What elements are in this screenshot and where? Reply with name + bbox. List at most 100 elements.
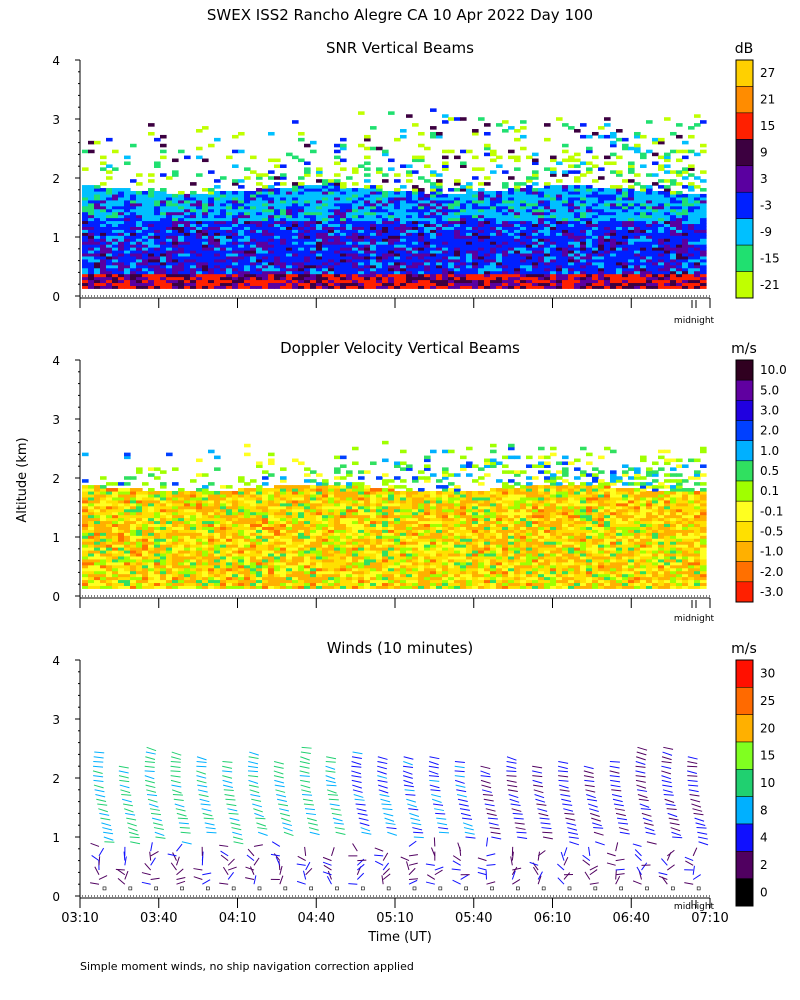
heatmap-cell [310, 249, 317, 254]
heatmap-cell [244, 208, 251, 213]
heatmap-cell [166, 199, 173, 204]
heatmap-cell [232, 532, 239, 536]
heatmap-cell [184, 520, 191, 525]
heatmap-cell [358, 211, 365, 216]
heatmap-cell [190, 229, 197, 233]
heatmap-cell [358, 229, 365, 233]
heatmap-cell [334, 149, 341, 154]
heatmap-cell [118, 205, 125, 210]
heatmap-cell [172, 523, 179, 527]
heatmap-cell [232, 270, 239, 275]
heatmap-cell [124, 567, 131, 572]
heatmap-cell [190, 561, 197, 566]
heatmap-cell [166, 570, 173, 575]
heatmap-cell [598, 214, 605, 219]
heatmap-cell [382, 226, 389, 230]
heatmap-cell [148, 561, 155, 566]
heatmap-cell [688, 241, 695, 245]
heatmap-cell [460, 196, 467, 201]
heatmap-cell [214, 232, 221, 236]
heatmap-cell [682, 267, 689, 272]
heatmap-cell [460, 252, 467, 257]
heatmap-cell [382, 229, 389, 233]
heatmap-cell [190, 267, 197, 272]
heatmap-cell [658, 164, 665, 168]
heatmap-cell [442, 217, 449, 222]
heatmap-cell [100, 514, 107, 519]
heatmap-cell [418, 267, 425, 272]
heatmap-cell [112, 226, 119, 230]
heatmap-cell [550, 205, 557, 210]
heatmap-cell [424, 232, 431, 236]
heatmap-cell [454, 273, 461, 278]
heatmap-cell [106, 552, 113, 557]
heatmap-cell [628, 220, 635, 225]
heatmap-cell [244, 541, 251, 545]
heatmap-cell [250, 238, 257, 242]
heatmap-cell [304, 211, 311, 216]
heatmap-cell [106, 202, 113, 207]
heatmap-cell [148, 523, 155, 527]
heatmap-cell [688, 226, 695, 230]
heatmap-cell [88, 508, 95, 513]
heatmap-cell [328, 249, 335, 254]
heatmap-cell [292, 235, 299, 239]
heatmap-cell [544, 205, 551, 210]
heatmap-cell [346, 285, 353, 289]
heatmap-cell [172, 238, 179, 242]
heatmap-cell [574, 217, 581, 222]
heatmap-cell [616, 196, 623, 201]
heatmap-cell [700, 270, 707, 275]
heatmap-cell [412, 241, 419, 245]
heatmap-cell [250, 155, 257, 160]
heatmap-cell [88, 214, 95, 219]
heatmap-cell [298, 182, 305, 186]
heatmap-cell [478, 276, 485, 281]
heatmap-cell [316, 179, 323, 183]
heatmap-cell [496, 123, 503, 127]
heatmap-cell [538, 238, 545, 242]
heatmap-cell [94, 541, 101, 545]
heatmap-cell [502, 282, 509, 286]
heatmap-cell [100, 561, 107, 566]
heatmap-cell [586, 220, 593, 225]
heatmap-cell [130, 499, 137, 504]
heatmap-cell [448, 217, 455, 222]
heatmap-cell [640, 214, 647, 219]
heatmap-cell [514, 247, 521, 251]
heatmap-cell [364, 279, 371, 284]
heatmap-cell [634, 249, 641, 254]
heatmap-cell [232, 279, 239, 284]
heatmap-cell [544, 185, 551, 189]
heatmap-cell [592, 232, 599, 236]
heatmap-cell [514, 238, 521, 242]
heatmap-cell [658, 193, 665, 198]
heatmap-cell [160, 549, 167, 554]
heatmap-cell [640, 244, 647, 248]
heatmap-cell [394, 276, 401, 281]
heatmap-cell [190, 258, 197, 263]
heatmap-cell [478, 279, 485, 284]
heatmap-cell [340, 267, 347, 272]
heatmap-cell [640, 279, 647, 284]
heatmap-cell [322, 229, 329, 233]
heatmap-cell [436, 279, 443, 284]
heatmap-cell [112, 270, 119, 275]
heatmap-cell [82, 249, 89, 254]
heatmap-cell [388, 196, 395, 201]
heatmap-cell [166, 223, 173, 227]
heatmap-cell [148, 270, 155, 275]
heatmap-cell [112, 244, 119, 248]
heatmap-cell [208, 579, 215, 584]
heatmap-cell [184, 247, 191, 251]
heatmap-cell [454, 258, 461, 263]
heatmap-cell [628, 285, 635, 289]
heatmap-cell [292, 211, 299, 216]
heatmap-cell [100, 476, 107, 480]
heatmap-cell [340, 241, 347, 245]
heatmap-cell [118, 223, 125, 227]
heatmap-cell [124, 196, 131, 201]
heatmap-cell [94, 202, 101, 207]
heatmap-cell [664, 282, 671, 286]
heatmap-cell [166, 511, 173, 516]
